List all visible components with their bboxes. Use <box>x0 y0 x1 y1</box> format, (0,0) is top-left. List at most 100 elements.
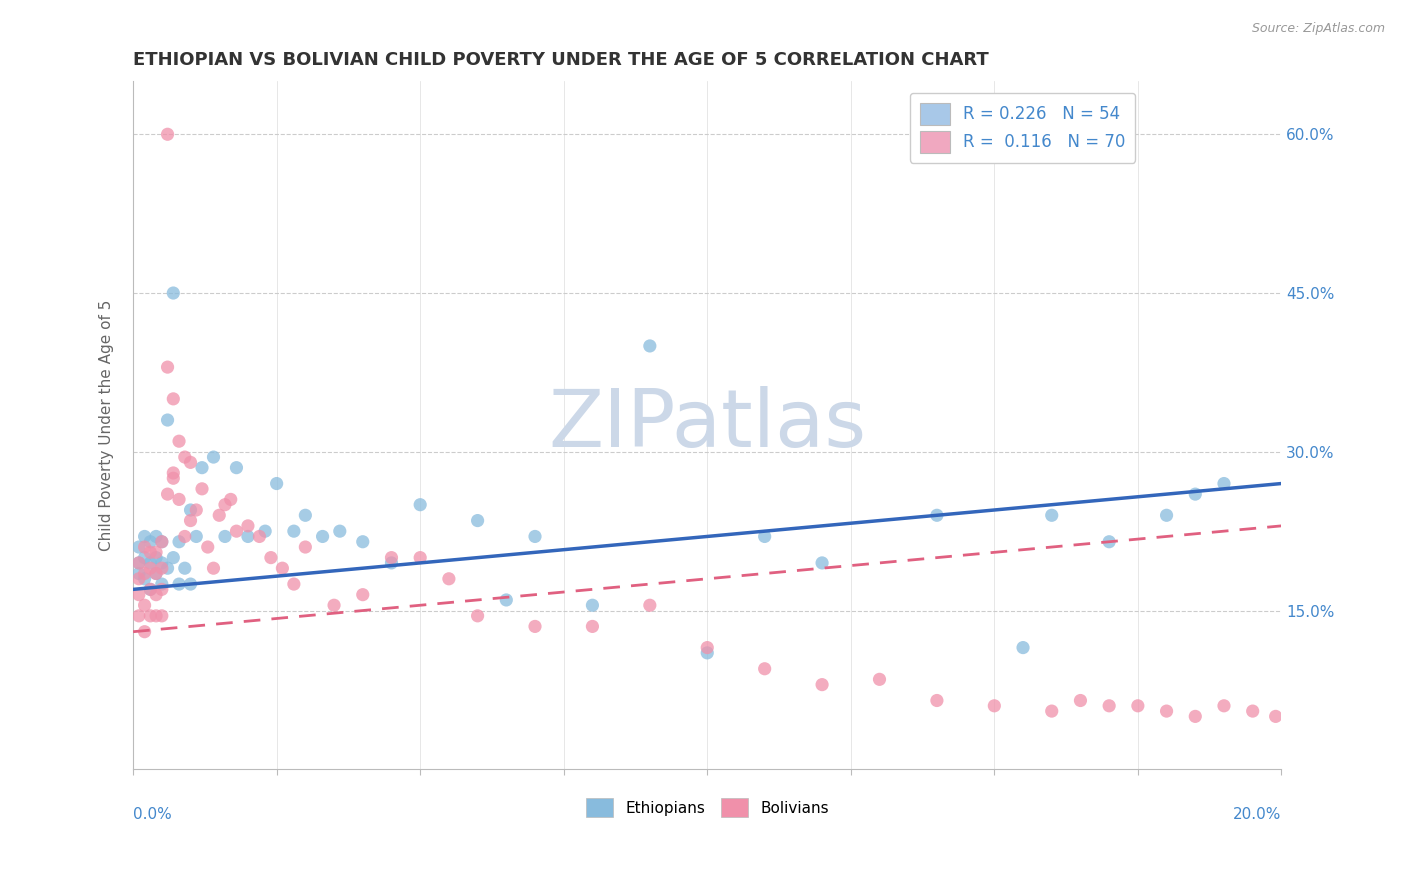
Point <box>128 566 150 581</box>
Point <box>925 693 948 707</box>
Point <box>329 524 352 538</box>
Text: 0.0%: 0.0% <box>134 807 172 822</box>
Point <box>283 577 305 591</box>
Point <box>638 339 661 353</box>
Text: ETHIOPIAN VS BOLIVIAN CHILD POVERTY UNDER THE AGE OF 5 CORRELATION CHART: ETHIOPIAN VS BOLIVIAN CHILD POVERTY UNDE… <box>134 51 988 69</box>
Point <box>1156 704 1178 718</box>
Point <box>134 599 156 613</box>
Point <box>156 413 179 427</box>
Point <box>150 577 173 591</box>
Point <box>467 514 489 528</box>
Point <box>150 556 173 570</box>
Point <box>311 529 333 543</box>
Point <box>191 482 214 496</box>
Point <box>1156 508 1178 523</box>
Point <box>145 608 167 623</box>
Point <box>180 455 202 469</box>
Point <box>495 593 517 607</box>
Point <box>983 698 1005 713</box>
Point <box>145 529 167 543</box>
Point <box>150 534 173 549</box>
Point <box>437 572 460 586</box>
Point <box>1264 709 1286 723</box>
Point <box>638 599 661 613</box>
Point <box>139 534 162 549</box>
Point <box>167 534 190 549</box>
Point <box>145 545 167 559</box>
Point <box>145 566 167 581</box>
Point <box>167 577 190 591</box>
Point <box>1098 698 1121 713</box>
Point <box>271 561 294 575</box>
Point <box>156 487 179 501</box>
Text: Source: ZipAtlas.com: Source: ZipAtlas.com <box>1251 22 1385 36</box>
Point <box>150 534 173 549</box>
Point <box>145 550 167 565</box>
Point <box>173 561 195 575</box>
Point <box>139 582 162 597</box>
Point <box>696 640 718 655</box>
Point <box>173 529 195 543</box>
Point <box>162 471 184 485</box>
Point <box>1040 508 1063 523</box>
Point <box>236 529 259 543</box>
Point <box>134 572 156 586</box>
Point <box>1241 704 1264 718</box>
Point <box>180 577 202 591</box>
Point <box>925 508 948 523</box>
Point <box>180 514 202 528</box>
Point <box>139 561 162 575</box>
Point <box>409 498 432 512</box>
Point <box>156 128 179 142</box>
Y-axis label: Child Poverty Under the Age of 5: Child Poverty Under the Age of 5 <box>100 300 114 551</box>
Point <box>128 556 150 570</box>
Point <box>202 561 225 575</box>
Point <box>145 566 167 581</box>
Point <box>214 529 236 543</box>
Point <box>134 566 156 581</box>
Point <box>150 561 173 575</box>
Point <box>167 434 190 449</box>
Point <box>134 624 156 639</box>
Point <box>254 524 277 538</box>
Point <box>150 582 173 597</box>
Point <box>266 476 288 491</box>
Point <box>236 519 259 533</box>
Point <box>214 498 236 512</box>
Point <box>219 492 242 507</box>
Point <box>1213 698 1236 713</box>
Point <box>128 540 150 554</box>
Point <box>1098 534 1121 549</box>
Point <box>139 545 162 559</box>
Point <box>409 550 432 565</box>
Point <box>869 673 891 687</box>
Legend: Ethiopians, Bolivians: Ethiopians, Bolivians <box>579 792 835 823</box>
Point <box>1184 709 1206 723</box>
Point <box>134 550 156 565</box>
Text: ZIPatlas: ZIPatlas <box>548 386 866 465</box>
Point <box>156 360 179 375</box>
Point <box>139 582 162 597</box>
Point <box>1012 640 1035 655</box>
Point <box>754 529 776 543</box>
Point <box>249 529 271 543</box>
Point <box>1040 704 1063 718</box>
Point <box>323 599 346 613</box>
Point <box>186 529 208 543</box>
Point <box>696 646 718 660</box>
Point <box>811 678 834 692</box>
Point <box>128 572 150 586</box>
Point <box>162 550 184 565</box>
Point <box>1126 698 1149 713</box>
Point <box>225 524 247 538</box>
Point <box>1069 693 1091 707</box>
Point <box>1184 487 1206 501</box>
Text: 20.0%: 20.0% <box>1233 807 1281 822</box>
Point <box>197 540 219 554</box>
Point <box>754 662 776 676</box>
Point <box>202 450 225 464</box>
Point <box>352 588 374 602</box>
Point <box>524 529 547 543</box>
Point <box>167 492 190 507</box>
Point <box>186 503 208 517</box>
